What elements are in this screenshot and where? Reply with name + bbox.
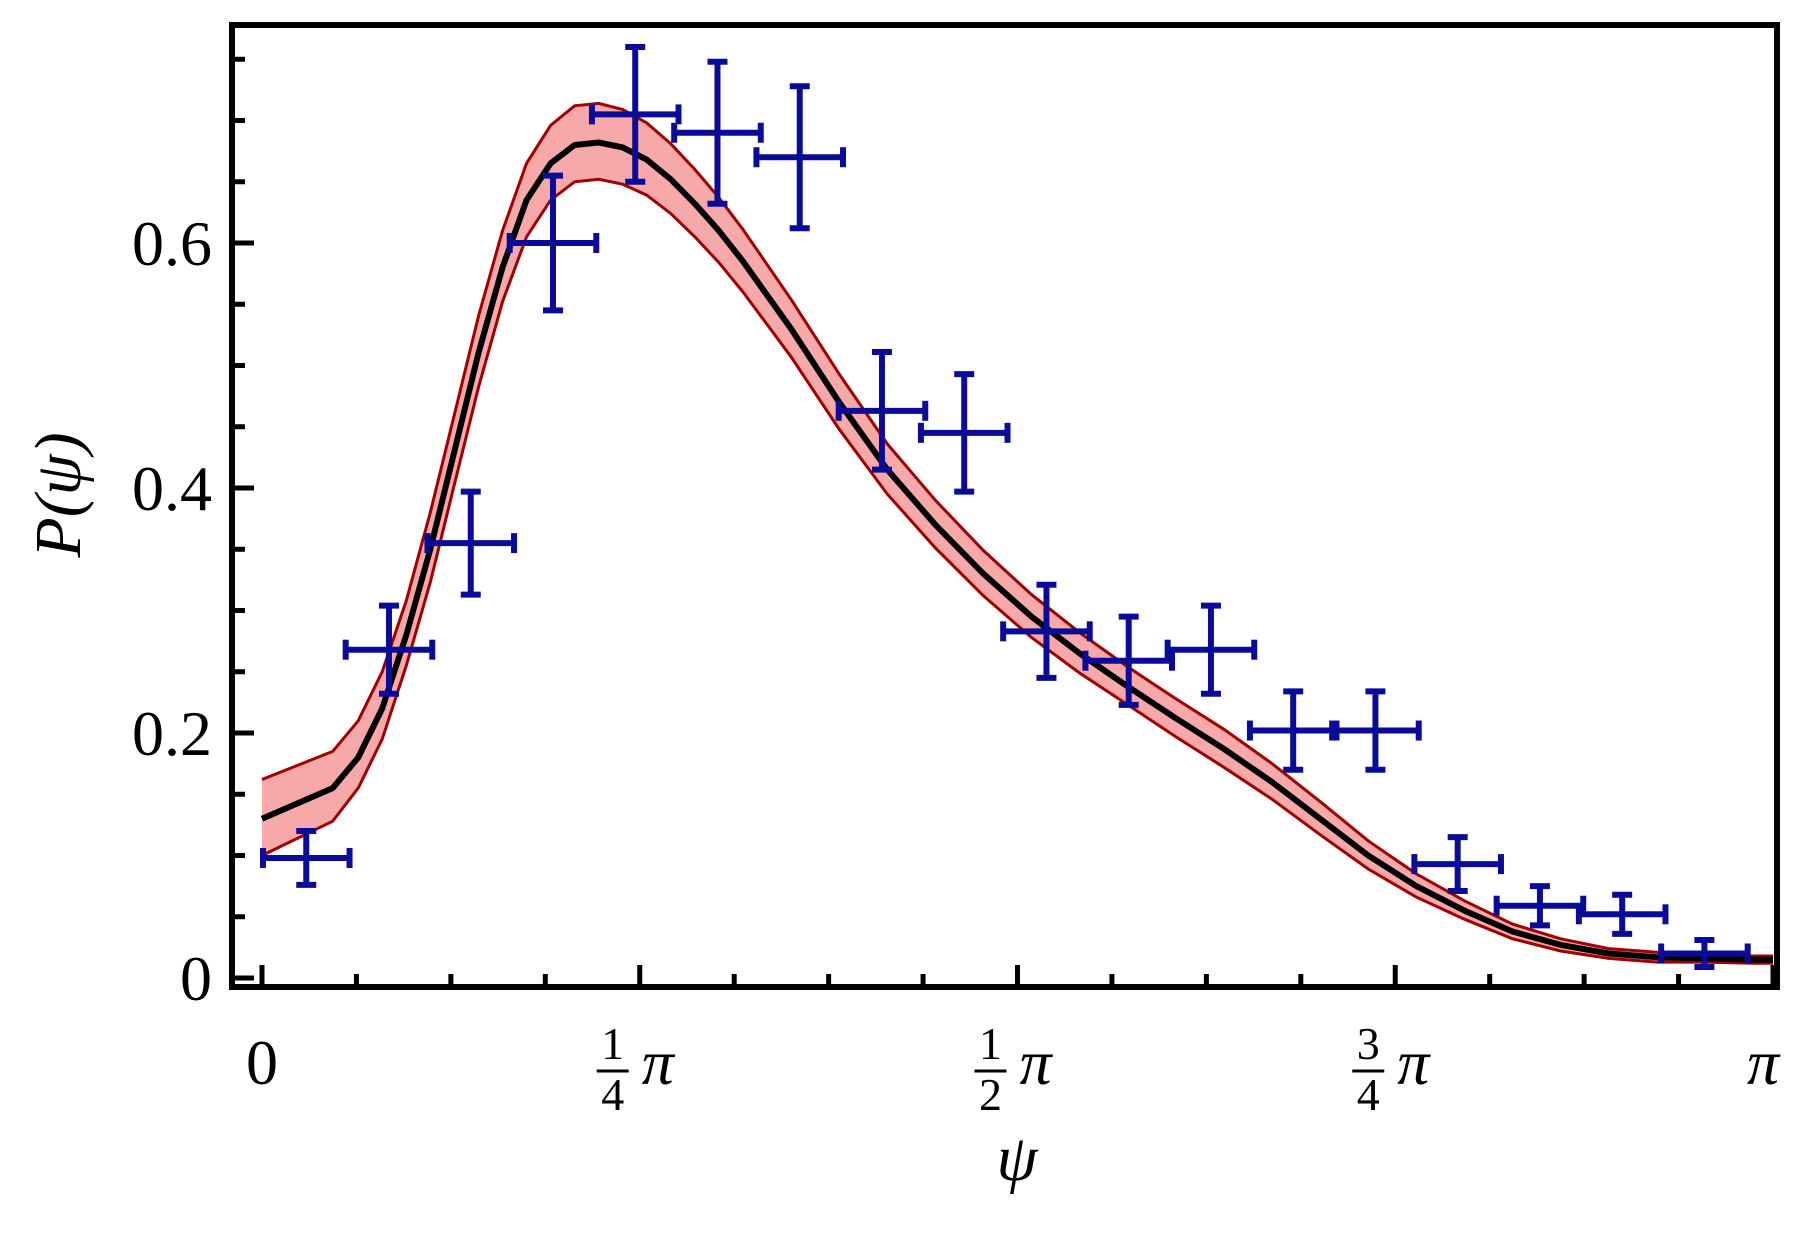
x-tick-label: 14 π [596,1018,676,1120]
confidence-band [262,103,1773,964]
data-point [424,488,518,598]
band-upper-edge [261,101,1773,958]
data-point [1082,613,1175,708]
x-tick-label: π [1747,1027,1781,1098]
x-tick-label-denominator: 4 [1357,1069,1380,1120]
data-point [753,83,847,232]
data-point [1575,891,1669,937]
confidence-band-layer [261,101,1773,965]
data-point [506,172,600,314]
model-curve [260,139,1773,963]
data-point [588,44,682,185]
band-lower-edge [261,177,1773,965]
x-tick-label-denominator: 2 [979,1069,1002,1120]
x-tick-label-symbol: π [1397,1027,1431,1098]
y-tick-label: 0 [180,943,212,1014]
y-tick-label: 0.6 [132,208,212,279]
y-axis-title: P(ψ) [22,432,95,558]
data-point [259,828,353,888]
x-tick-label: 0 [246,1027,278,1098]
x-axis-title: ψ [997,1122,1039,1195]
model-curve-layer [260,139,1773,963]
data-points-layer [259,44,1751,970]
x-tick-label-numerator: 1 [601,1018,624,1069]
plot-frame [229,22,1780,990]
data-point [1329,688,1422,773]
data-point [342,602,436,697]
data-point [835,349,929,473]
x-tick-label-symbol: π [1019,1027,1053,1098]
data-point [1411,834,1504,895]
data-point [917,371,1011,495]
data-point [1246,688,1340,773]
x-tick-label: 12 π [974,1018,1053,1120]
x-tick-label-symbol: π [642,1027,676,1098]
data-point [1000,581,1093,681]
x-tick-label: 34 π [1352,1018,1431,1120]
x-tick-label-denominator: 4 [601,1069,624,1120]
axis-labels-layer: 00.20.40.60 14 π 12 π 34 π π [132,208,1781,1120]
x-tick-label-numerator: 3 [1357,1018,1380,1069]
x-tick-label-numerator: 1 [979,1018,1002,1069]
y-tick-label: 0.2 [132,698,212,769]
data-point [1493,883,1587,929]
data-point [671,58,764,207]
y-tick-label: 0.4 [132,453,212,524]
data-point [1658,937,1751,970]
axis-ticks-layer [232,56,1776,987]
data-point [1164,602,1258,697]
plot-frame-layer [229,22,1780,990]
